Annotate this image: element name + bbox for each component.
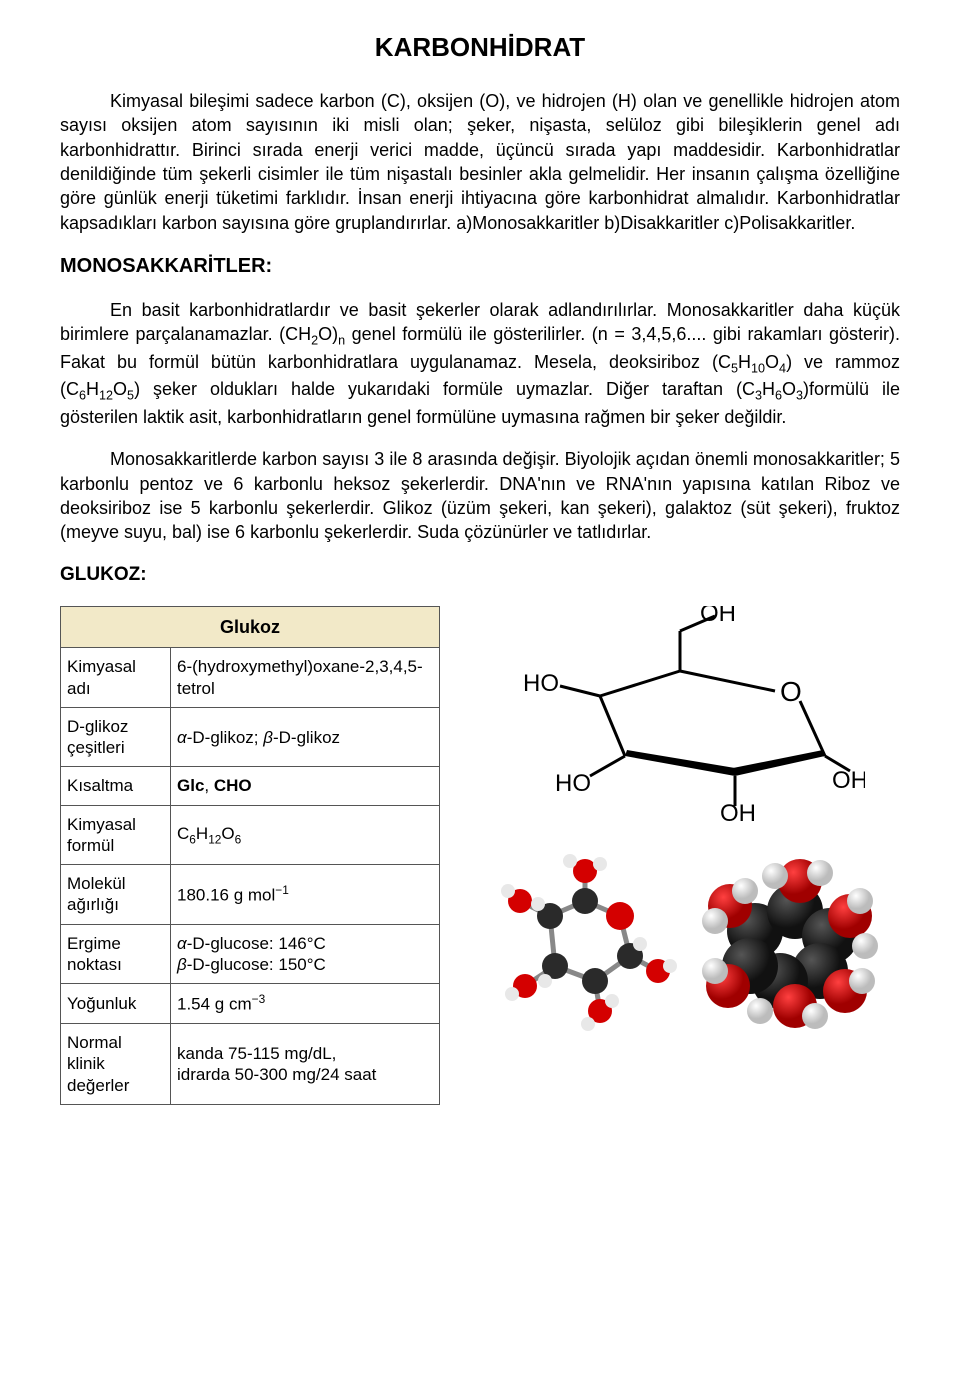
table-row-label: Kısaltma: [61, 767, 171, 805]
table-row-label: Molekül ağırlığı: [61, 865, 171, 925]
table-row-value: α-D-glucose: 146°Cβ-D-glucose: 150°C: [171, 924, 440, 984]
mono-paragraph-1: En basit karbonhidratlardır ve basit şek…: [60, 298, 900, 429]
table-title: Glukoz: [61, 607, 440, 648]
svg-text:HO: HO: [523, 670, 559, 697]
mono-paragraph-2: Monosakkaritlerde karbon sayısı 3 ile 8 …: [60, 447, 900, 544]
table-row-value: C6H12O6: [171, 805, 440, 865]
table-row-value: Glc, CHO: [171, 767, 440, 805]
glukoz-table: Glukoz Kimyasal adı6-(hydroxymethyl)oxan…: [60, 606, 440, 1105]
table-row: Kimyasal adı6-(hydroxymethyl)oxane-2,3,4…: [61, 648, 440, 708]
glucose-ballstick-model: [490, 846, 680, 1036]
svg-text:OH: OH: [700, 606, 736, 627]
glucose-spacefill-model: [700, 851, 880, 1031]
svg-text:HO: HO: [555, 770, 591, 797]
table-row: Normal klinik değerlerkanda 75-115 mg/dL…: [61, 1024, 440, 1105]
table-row-label: Kimyasal formül: [61, 805, 171, 865]
svg-text:OH: OH: [720, 800, 756, 826]
table-row-label: Yoğunluk: [61, 984, 171, 1024]
table-row: KısaltmaGlc, CHO: [61, 767, 440, 805]
table-row-value: 180.16 g mol−1: [171, 865, 440, 925]
table-row-label: Kimyasal adı: [61, 648, 171, 708]
svg-text:OH: OH: [832, 767, 865, 794]
page-title: KARBONHİDRAT: [60, 30, 900, 65]
intro-paragraph: Kimyasal bileşimi sadece karbon (C), oks…: [60, 89, 900, 235]
table-row-label: D-glikoz çeşitleri: [61, 707, 171, 767]
table-row: Yoğunluk1.54 g cm−3: [61, 984, 440, 1024]
table-row: Ergime noktasıα-D-glucose: 146°Cβ-D-gluc…: [61, 924, 440, 984]
table-row-value: α-D-glikoz; β-D-glikoz: [171, 707, 440, 767]
table-row: D-glikoz çeşitleriα-D-glikoz; β-D-glikoz: [61, 707, 440, 767]
section-heading-monosakkaritler: MONOSAKKARİTLER:: [60, 253, 900, 280]
svg-text:O: O: [780, 676, 802, 707]
table-row: Molekül ağırlığı180.16 g mol−1: [61, 865, 440, 925]
glucose-structure-diagram: O OH HO HO: [505, 606, 865, 826]
table-row-label: Ergime noktası: [61, 924, 171, 984]
section-heading-glukoz: GLUKOZ:: [60, 562, 900, 588]
table-row-value: 1.54 g cm−3: [171, 984, 440, 1024]
table-row-value: 6-(hydroxymethyl)oxane-2,3,4,5-tetrol: [171, 648, 440, 708]
table-row-label: Normal klinik değerler: [61, 1024, 171, 1105]
table-row: Kimyasal formülC6H12O6: [61, 805, 440, 865]
table-row-value: kanda 75-115 mg/dL,idrarda 50-300 mg/24 …: [171, 1024, 440, 1105]
